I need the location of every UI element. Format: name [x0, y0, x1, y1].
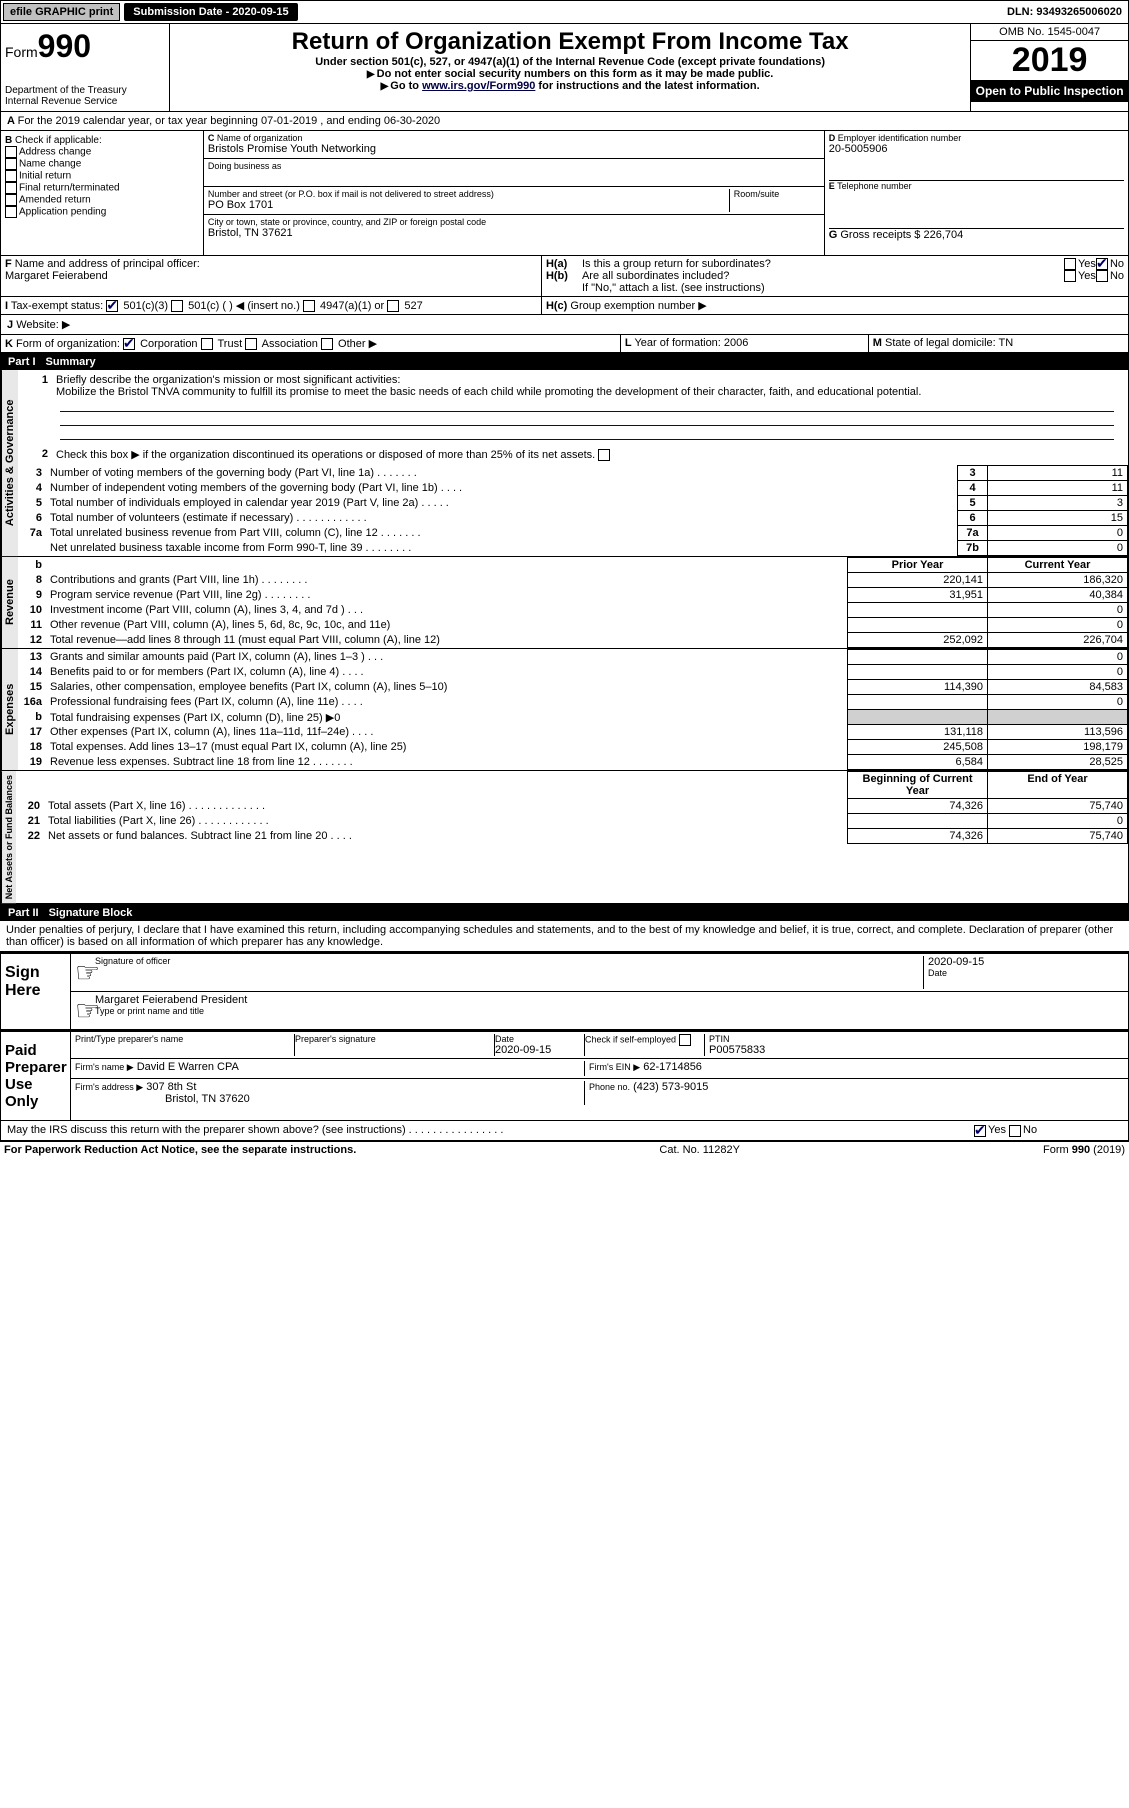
sign-here-block: Sign Here ☞ Signature of officer 2020-09…	[0, 952, 1129, 1030]
table-row: 21Total liabilities (Part X, line 26) . …	[16, 814, 1128, 829]
mission-text: Mobilize the Bristol TNVA community to f…	[56, 386, 921, 398]
subtitle-3: Go to www.irs.gov/Form990 for instructio…	[178, 80, 962, 92]
cb-527[interactable]	[387, 300, 399, 312]
table-row: 13Grants and similar amounts paid (Part …	[18, 650, 1128, 665]
cb-self-employed[interactable]	[679, 1034, 691, 1046]
dln: DLN: 93493265006020	[1001, 4, 1128, 20]
form-title: Return of Organization Exempt From Incom…	[178, 28, 962, 56]
cb-final-return[interactable]: Final return/terminated	[5, 182, 199, 194]
table-row: 4Number of independent voting members of…	[18, 481, 1128, 496]
table-row: 9Program service revenue (Part VIII, lin…	[18, 588, 1128, 603]
section-j: J Website: ▶	[0, 315, 1129, 335]
officer-name: Margaret Feierabend	[5, 270, 108, 282]
cb-amended[interactable]: Amended return	[5, 194, 199, 206]
table-row: 8Contributions and grants (Part VIII, li…	[18, 573, 1128, 588]
table-row: 7aTotal unrelated business revenue from …	[18, 526, 1128, 541]
section-bcde: B Check if applicable: Address change Na…	[0, 131, 1129, 256]
table-row: 10Investment income (Part VIII, column (…	[18, 603, 1128, 618]
vtab-netassets: Net Assets or Fund Balances	[1, 771, 16, 903]
part1-body: Activities & Governance 1 Briefly descri…	[0, 370, 1129, 557]
expenses-section: Expenses 13Grants and similar amounts pa…	[0, 649, 1129, 771]
discuss-yes[interactable]	[974, 1125, 986, 1137]
table-row: 14Benefits paid to or for members (Part …	[18, 665, 1128, 680]
table-row: 19Revenue less expenses. Subtract line 1…	[18, 755, 1128, 770]
cb-assoc[interactable]	[245, 338, 257, 350]
perjury-text: Under penalties of perjury, I declare th…	[0, 921, 1129, 952]
table-row: 16aProfessional fundraising fees (Part I…	[18, 695, 1128, 710]
section-a: A For the 2019 calendar year, or tax yea…	[0, 112, 1129, 131]
table-row: bTotal fundraising expenses (Part IX, co…	[18, 710, 1128, 725]
subtitle-1: Under section 501(c), 527, or 4947(a)(1)…	[178, 56, 962, 68]
cb-discontinued[interactable]	[598, 449, 610, 461]
netassets-section: Net Assets or Fund Balances Beginning of…	[0, 771, 1129, 905]
form-header: Form990 Department of the Treasury Inter…	[0, 24, 1129, 112]
part1-header: Part I Summary	[0, 354, 1129, 370]
section-fh: F Name and address of principal officer:…	[0, 256, 1129, 297]
cb-corp[interactable]	[123, 338, 135, 350]
omb-number: OMB No. 1545-0047	[971, 24, 1128, 41]
ha-no[interactable]	[1096, 258, 1108, 270]
cb-other[interactable]	[321, 338, 333, 350]
room-suite: Room/suite	[730, 189, 820, 212]
irs-label: Internal Revenue Service	[5, 96, 165, 107]
discuss-row: May the IRS discuss this return with the…	[0, 1121, 1129, 1140]
table-row: 12Total revenue—add lines 8 through 11 (…	[18, 633, 1128, 648]
efile-print-button[interactable]: efile GRAPHIC print	[3, 3, 120, 21]
cb-501c3[interactable]	[106, 300, 118, 312]
paid-preparer-block: Paid Preparer Use Only Print/Type prepar…	[0, 1030, 1129, 1121]
cb-name-change[interactable]: Name change	[5, 158, 199, 170]
part2-header: Part II Signature Block	[0, 905, 1129, 921]
table-row: 18Total expenses. Add lines 13–17 (must …	[18, 740, 1128, 755]
submission-date: Submission Date - 2020-09-15	[124, 3, 297, 21]
section-b: B Check if applicable: Address change Na…	[1, 131, 204, 255]
cb-4947[interactable]	[303, 300, 315, 312]
open-public-badge: Open to Public Inspection	[971, 80, 1128, 102]
table-row: 20Total assets (Part X, line 16) . . . .…	[16, 799, 1128, 814]
top-bar: efile GRAPHIC print Submission Date - 20…	[0, 0, 1129, 24]
cb-address-change[interactable]: Address change	[5, 146, 199, 158]
section-i: I Tax-exempt status: 501(c)(3) 501(c) ( …	[0, 297, 1129, 315]
page-footer: For Paperwork Reduction Act Notice, see …	[0, 1141, 1129, 1158]
governance-table: 3Number of voting members of the governi…	[18, 465, 1128, 556]
section-deg: D Employer identification number 20-5005…	[824, 131, 1128, 255]
hb-no[interactable]	[1096, 270, 1108, 282]
street-address: PO Box 1701	[208, 199, 729, 211]
vtab-governance: Activities & Governance	[1, 370, 18, 556]
org-name: Bristols Promise Youth Networking	[208, 143, 820, 155]
cb-application-pending[interactable]: Application pending	[5, 206, 199, 218]
table-row: 6Total number of volunteers (estimate if…	[18, 511, 1128, 526]
section-klm: K Form of organization: Corporation Trus…	[0, 335, 1129, 354]
ein: 20-5005906	[829, 143, 1124, 155]
dept-label: Department of the Treasury	[5, 85, 165, 96]
hb-yes[interactable]	[1064, 270, 1076, 282]
vtab-expenses: Expenses	[1, 649, 18, 770]
revenue-section: Revenue b Prior Year Current Year 8Contr…	[0, 557, 1129, 649]
subtitle-2: Do not enter social security numbers on …	[178, 68, 962, 80]
table-row: 22Net assets or fund balances. Subtract …	[16, 829, 1128, 844]
cb-trust[interactable]	[201, 338, 213, 350]
cb-initial-return[interactable]: Initial return	[5, 170, 199, 182]
discuss-no[interactable]	[1009, 1125, 1021, 1137]
table-row: 3Number of voting members of the governi…	[18, 466, 1128, 481]
table-row: 5Total number of individuals employed in…	[18, 496, 1128, 511]
cb-501c[interactable]	[171, 300, 183, 312]
table-row: Net unrelated business taxable income fr…	[18, 541, 1128, 556]
section-c: C Name of organization Bristols Promise …	[204, 131, 824, 255]
table-row: 17Other expenses (Part IX, column (A), l…	[18, 725, 1128, 740]
city-state-zip: Bristol, TN 37621	[208, 227, 820, 239]
table-row: 15Salaries, other compensation, employee…	[18, 680, 1128, 695]
gross-receipts: 226,704	[924, 229, 964, 241]
tax-year: 2019	[971, 41, 1128, 80]
table-row: 11Other revenue (Part VIII, column (A), …	[18, 618, 1128, 633]
form990-link[interactable]: www.irs.gov/Form990	[422, 80, 535, 92]
form-number: Form990	[5, 28, 165, 65]
vtab-revenue: Revenue	[1, 557, 18, 648]
ha-yes[interactable]	[1064, 258, 1076, 270]
